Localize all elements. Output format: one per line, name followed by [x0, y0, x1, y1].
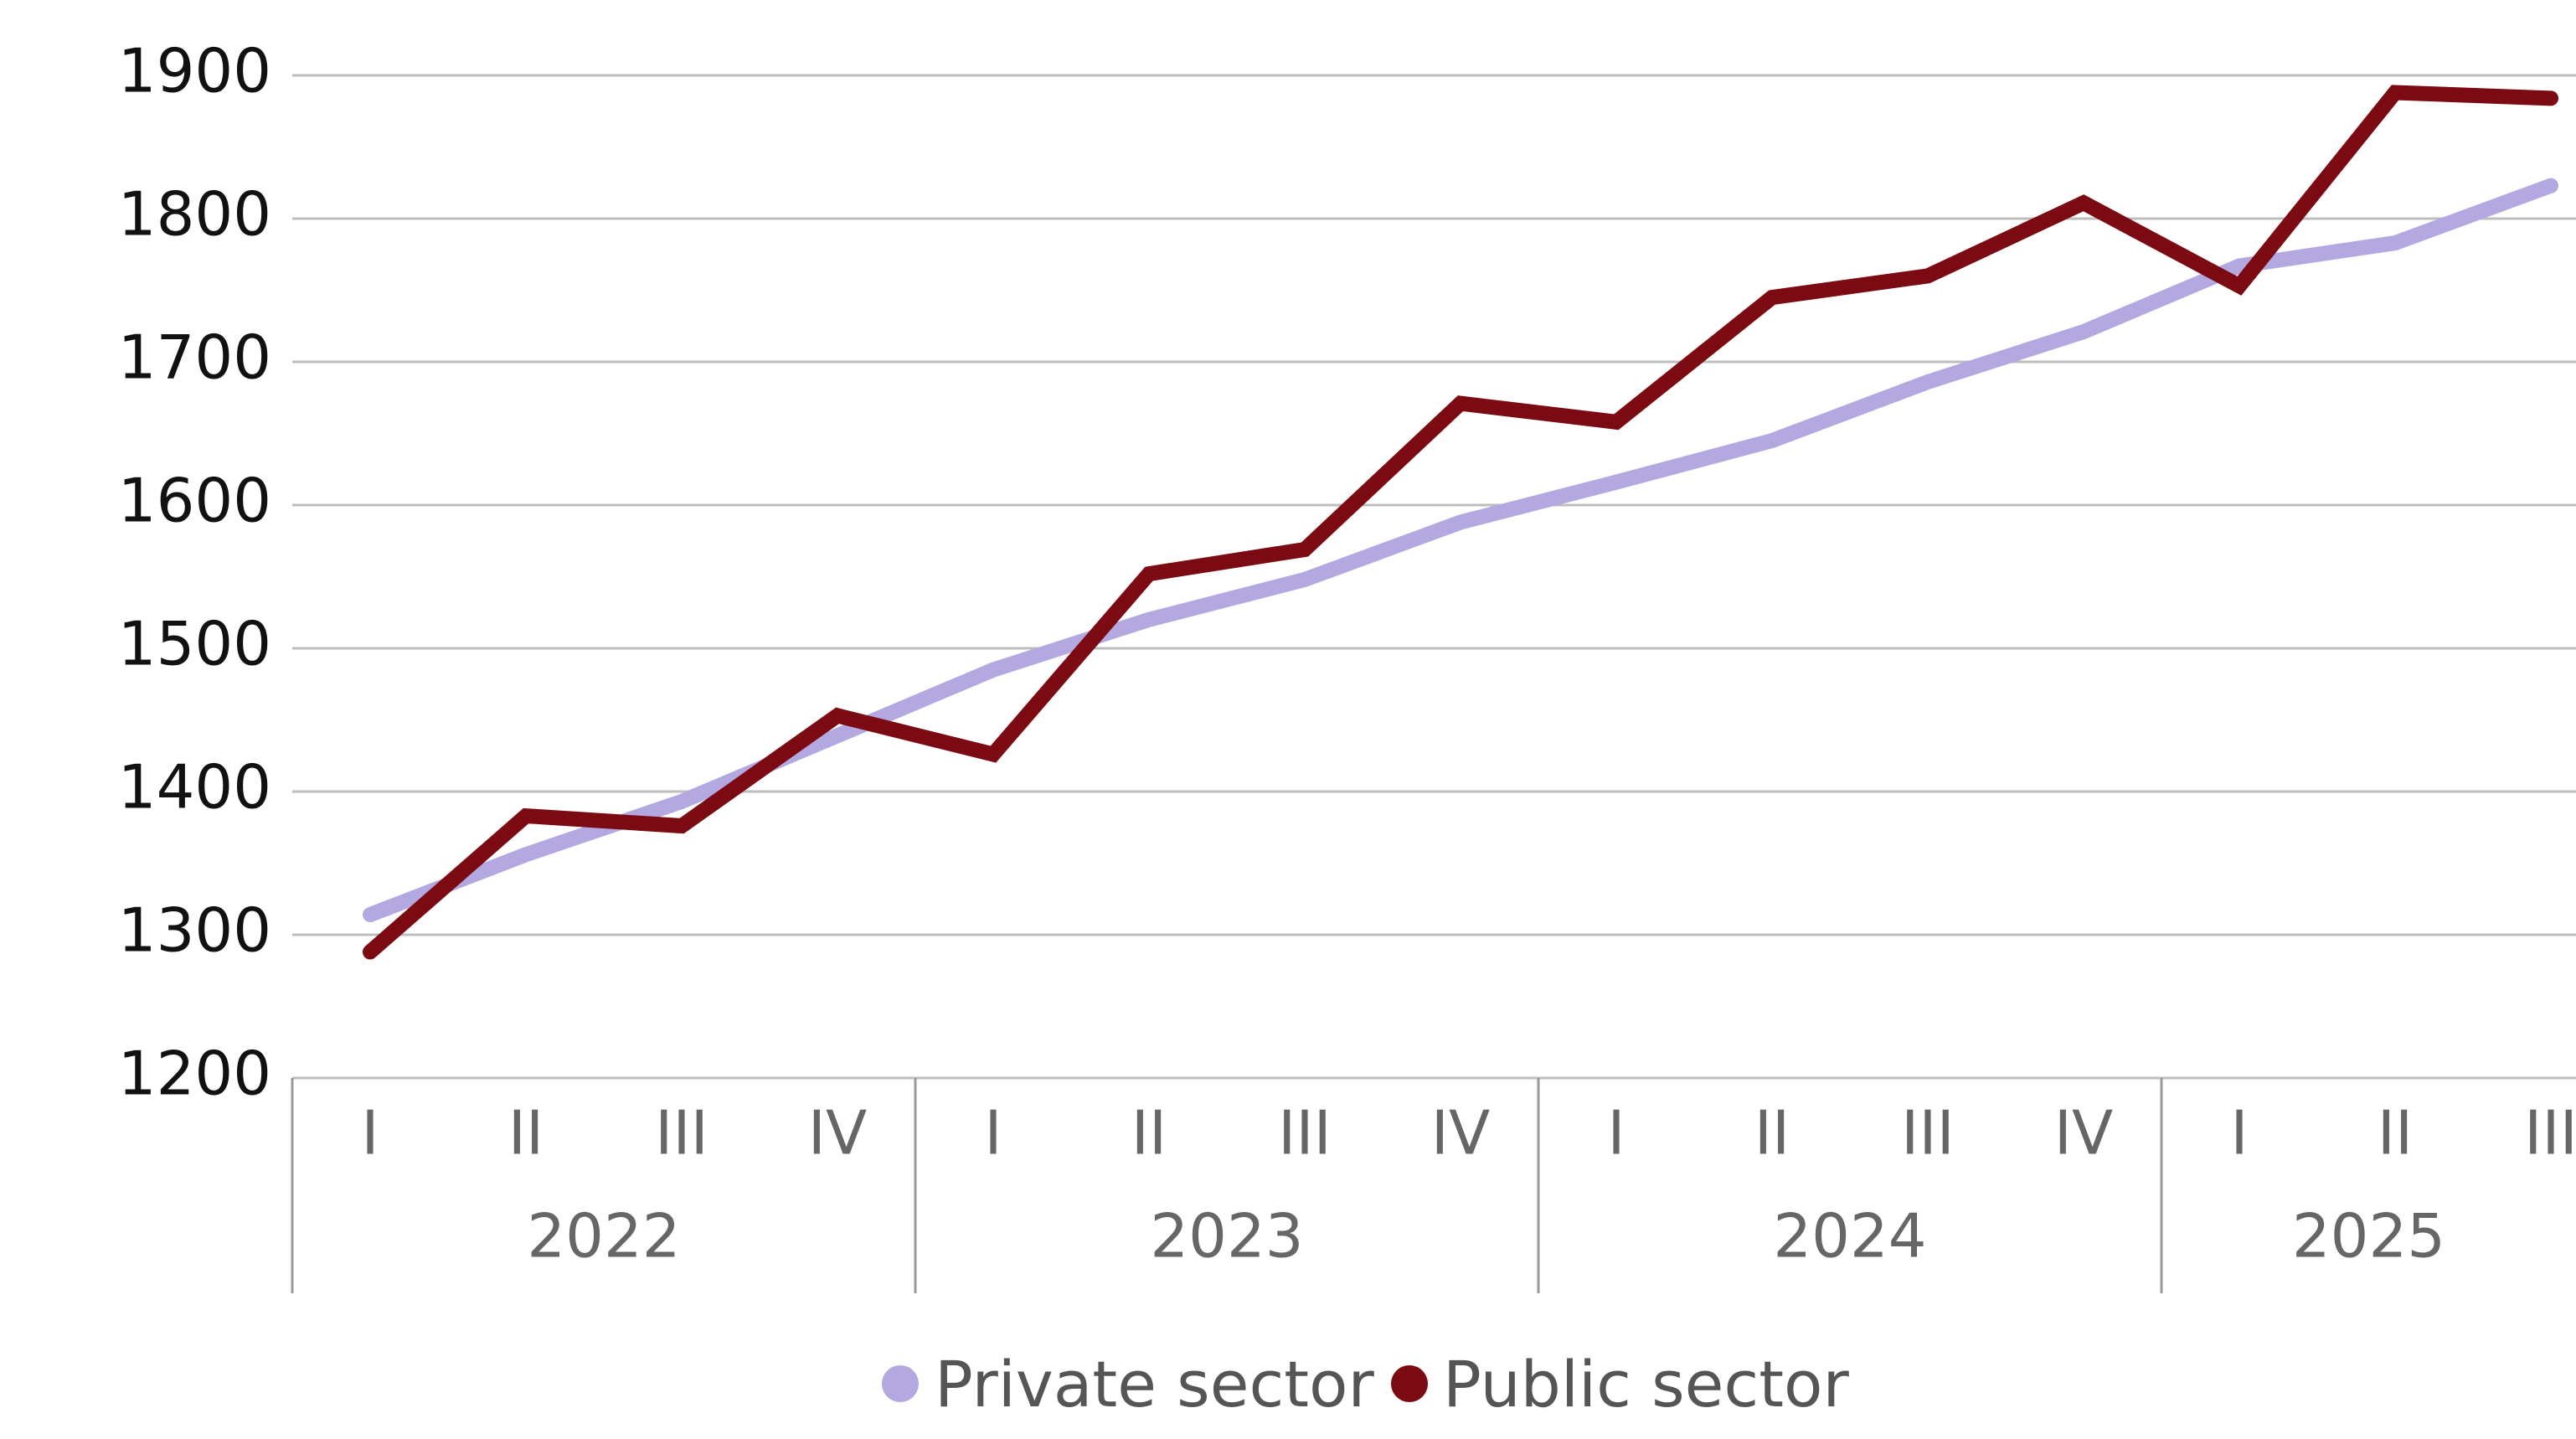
x-group-label: 2023: [1150, 1201, 1303, 1271]
x-tick-label: IV: [1431, 1098, 1491, 1168]
legend-label: Private sector: [935, 1347, 1375, 1421]
y-tick-label: 1400: [118, 752, 271, 823]
x-tick-label: II: [1131, 1098, 1167, 1168]
y-tick-label: 1200: [118, 1039, 271, 1109]
series-line: [363, 85, 2558, 960]
x-tick-label: III: [2524, 1098, 2576, 1168]
x-tick-label: III: [655, 1098, 708, 1168]
x-tick-label: I: [984, 1098, 1002, 1168]
x-group-label: 2025: [2292, 1201, 2445, 1271]
x-group-label: 2024: [1773, 1201, 1926, 1271]
x-tick-label: I: [361, 1098, 379, 1168]
y-tick-label: 1700: [118, 322, 271, 393]
y-tick-label: 1500: [118, 609, 271, 679]
y-tick-label: 1300: [118, 895, 271, 966]
y-tick-label: 1600: [118, 466, 271, 536]
x-tick-label: III: [1278, 1098, 1332, 1168]
x-tick-label: II: [1754, 1098, 1790, 1168]
x-tick-label: I: [1607, 1098, 1625, 1168]
legend-marker: [882, 1365, 919, 1402]
x-tick-label: I: [2230, 1098, 2248, 1168]
series-line: [363, 178, 2558, 923]
x-tick-label: II: [508, 1098, 544, 1168]
x-tick-label: IV: [2054, 1098, 2114, 1168]
x-tick-label: III: [1901, 1098, 1955, 1168]
y-tick-label: 1800: [118, 179, 271, 250]
legend-marker: [1391, 1365, 1428, 1402]
y-tick-label: 1900: [118, 36, 271, 106]
x-group-label: 2022: [527, 1201, 680, 1271]
x-tick-label: II: [2378, 1098, 2413, 1168]
x-tick-label: IV: [808, 1098, 868, 1168]
legend-label: Public sector: [1443, 1347, 1850, 1421]
